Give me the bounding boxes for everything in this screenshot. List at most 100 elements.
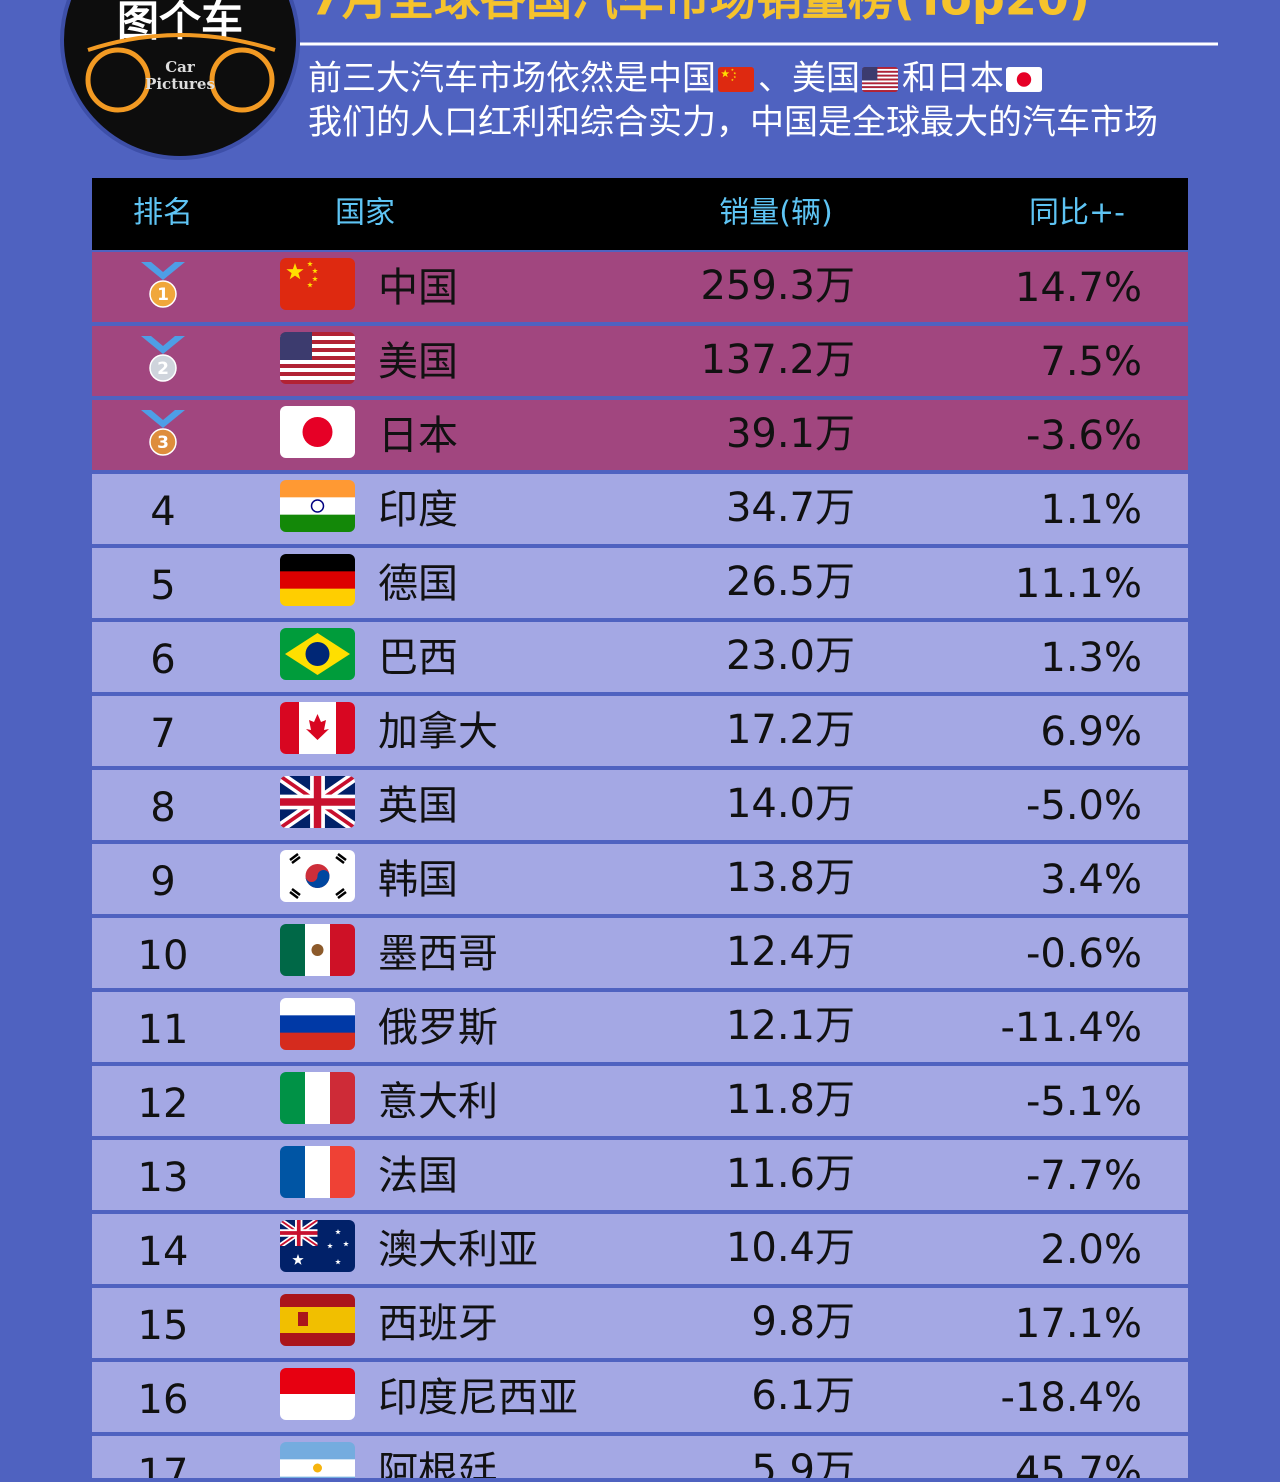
flag-shape	[330, 1146, 355, 1198]
yoy-change: 2.0%	[1040, 1227, 1142, 1273]
country: 西班牙	[378, 1301, 498, 1347]
yoy-change: 1.1%	[1040, 487, 1142, 533]
flag-shape	[330, 924, 355, 976]
flag-shape	[280, 1307, 355, 1333]
flag-shape	[280, 368, 355, 373]
flag-shape	[305, 1146, 331, 1198]
flag-shape	[862, 84, 898, 87]
sales: 39.1万	[726, 411, 855, 457]
flag-shape	[280, 356, 355, 361]
sales: 11.8万	[726, 1077, 855, 1123]
flag-art	[1006, 67, 1042, 92]
sales: 259.3万	[700, 263, 855, 309]
flag-shape	[343, 1241, 349, 1247]
flag-shape	[280, 372, 355, 377]
flag-shape	[862, 70, 898, 73]
yoy-change: 7.5%	[1040, 339, 1142, 385]
flag-shape	[733, 75, 737, 79]
flag-shape	[280, 364, 355, 369]
flag-shape	[280, 336, 355, 341]
flag-shape	[280, 332, 355, 337]
flag-shape	[280, 1220, 318, 1246]
subtitle: 、美国	[758, 59, 860, 99]
sales: 6.1万	[751, 1373, 855, 1419]
flag-shape	[280, 1015, 355, 1034]
country: 意大利	[378, 1079, 498, 1125]
rank: 15	[138, 1303, 189, 1349]
table-row	[92, 1362, 1188, 1432]
flag-shape	[311, 944, 324, 956]
flag-shape	[307, 261, 313, 267]
logo-tagline: Pictures	[145, 75, 215, 93]
flag-shape	[280, 514, 355, 532]
flag-art	[280, 1072, 355, 1124]
sales: 137.2万	[700, 337, 855, 383]
flag-art	[862, 67, 898, 92]
flag-art	[280, 628, 355, 680]
table-row	[92, 770, 1188, 840]
table-row	[92, 622, 1188, 692]
flag-shape	[306, 714, 329, 740]
table-row	[92, 400, 1188, 470]
table-row	[92, 326, 1188, 396]
medal	[149, 428, 177, 456]
country: 中国	[378, 265, 458, 311]
flag	[280, 480, 355, 532]
flag	[280, 332, 355, 384]
flag-art	[280, 1442, 355, 1482]
flag-shape	[307, 282, 313, 288]
subtitle-line: 前三大汽车市场依然是中国 、美国 和日本	[308, 59, 1042, 99]
flag	[1006, 67, 1042, 92]
flag	[280, 924, 355, 976]
rank: 12	[138, 1081, 189, 1127]
rank: 6	[150, 637, 175, 683]
column-header: 同比+-	[1029, 196, 1125, 231]
table-row	[92, 844, 1188, 914]
flag-shape	[310, 499, 325, 513]
table-row	[92, 1214, 1188, 1284]
flag-shape	[305, 642, 330, 666]
sales: 10.4万	[726, 1225, 855, 1271]
flag-shape	[721, 69, 730, 78]
table-header	[92, 178, 1188, 250]
flag-shape	[280, 380, 355, 384]
country: 印度	[378, 487, 458, 533]
country: 韩国	[378, 857, 458, 903]
medal-ribbon	[141, 262, 185, 280]
rank: 8	[150, 785, 175, 831]
rank: 4	[150, 489, 175, 535]
flag	[280, 998, 355, 1050]
yoy-change: -18.4%	[1000, 1375, 1142, 1421]
yoy-change: 3.4%	[1040, 857, 1142, 903]
flag-art	[280, 702, 355, 754]
flag-shape	[335, 1229, 341, 1235]
logo-wheel	[209, 47, 275, 113]
medal	[149, 354, 177, 382]
yoy-change: 17.1%	[1015, 1301, 1142, 1347]
medal-ribbon	[141, 410, 185, 428]
country: 英国	[378, 783, 458, 829]
yoy-change: 11.1%	[1015, 561, 1142, 607]
flag-shape	[862, 86, 898, 89]
flag-shape	[280, 998, 355, 1016]
rank: 10	[138, 933, 189, 979]
flag-shape	[330, 1072, 355, 1124]
rank: 13	[138, 1155, 189, 1201]
flag-art	[280, 332, 355, 384]
flag-shape	[327, 1243, 333, 1249]
yoy-change: -0.6%	[1026, 931, 1142, 977]
flag	[280, 1442, 355, 1482]
flag-shape	[280, 1368, 355, 1395]
column-header: 排名	[133, 196, 193, 231]
table-row	[92, 992, 1188, 1062]
country: 法国	[378, 1153, 458, 1199]
flag-shape	[302, 417, 333, 447]
rank: 17	[138, 1451, 189, 1478]
flag-shape	[280, 588, 355, 606]
flag-shape	[862, 72, 898, 75]
medal-ribbon	[141, 336, 185, 354]
flag-shape	[862, 67, 878, 81]
flag-shape	[280, 360, 355, 365]
flag-shape	[289, 853, 347, 899]
flag	[280, 1146, 355, 1198]
